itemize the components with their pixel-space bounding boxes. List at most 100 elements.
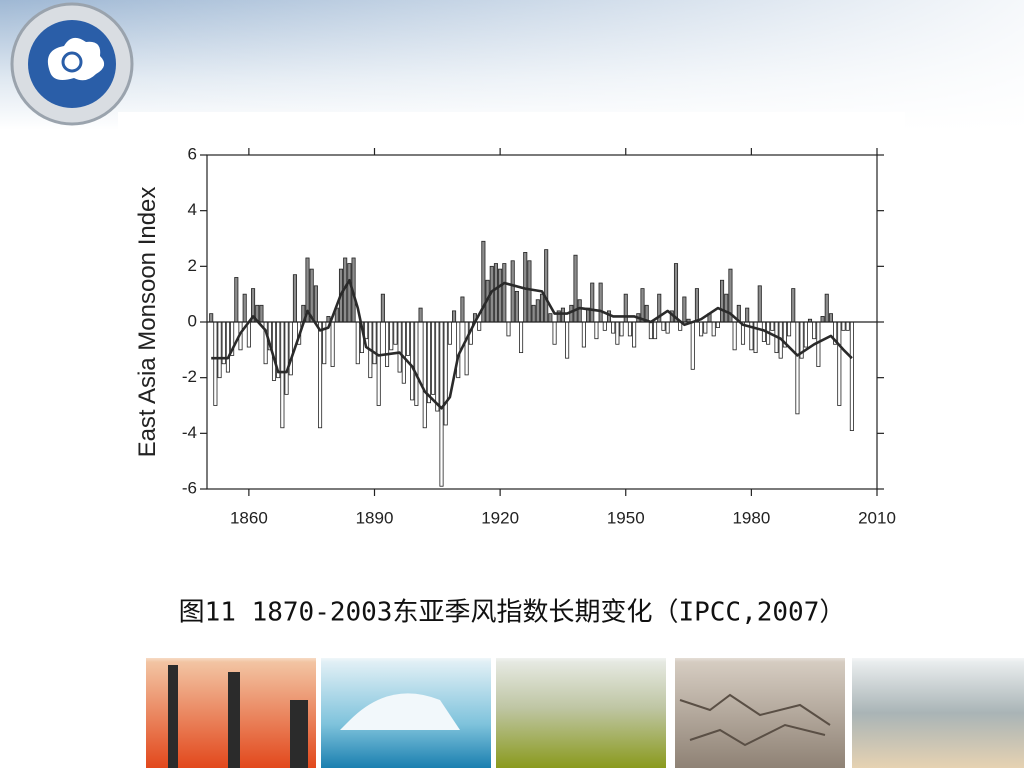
- bar: [460, 296, 465, 323]
- bar: [787, 321, 792, 337]
- bar: [213, 321, 218, 406]
- bar: [619, 321, 624, 337]
- bar: [598, 282, 603, 323]
- bar: [560, 307, 565, 323]
- bar: [539, 293, 545, 323]
- x-tick-label: 1950: [607, 508, 645, 527]
- bar: [246, 321, 251, 348]
- bar: [682, 296, 687, 323]
- bar: [498, 268, 503, 323]
- bar: [389, 321, 394, 351]
- bar: [242, 293, 247, 323]
- bar: [217, 321, 222, 379]
- bar: [531, 304, 536, 323]
- bar: [385, 321, 390, 367]
- bar: [330, 321, 335, 367]
- bar: [715, 321, 720, 328]
- bar: [209, 313, 214, 323]
- bar: [234, 277, 239, 323]
- bar: [640, 288, 645, 323]
- bar: [527, 260, 532, 323]
- bar: [694, 288, 699, 323]
- bar: [347, 263, 352, 323]
- bar: [841, 321, 846, 331]
- x-tick-label: 1890: [356, 508, 394, 527]
- bar: [405, 321, 411, 356]
- bar: [435, 321, 440, 412]
- bar: [439, 321, 444, 487]
- bar: [824, 293, 829, 323]
- bar: [414, 321, 419, 406]
- bar: [845, 321, 850, 331]
- bar: [745, 307, 750, 323]
- bar: [711, 321, 716, 337]
- bar: [372, 321, 377, 365]
- bar: [506, 321, 511, 337]
- bar: [565, 321, 570, 359]
- bar: [770, 321, 775, 331]
- bar: [673, 263, 679, 323]
- bar: [816, 321, 821, 367]
- plot: -6 -4 -2 0 2 4 6 1860 1890 1920 1950 1980 2010: [182, 144, 896, 527]
- bar: [611, 321, 616, 334]
- bar: [456, 321, 461, 379]
- bar: [653, 321, 658, 340]
- x-tick-label: 1860: [230, 508, 268, 527]
- bar: [795, 321, 800, 415]
- bar: [812, 321, 817, 340]
- chart-panel: [118, 112, 905, 542]
- bar: [602, 321, 607, 331]
- bar: [732, 321, 737, 351]
- bar: [548, 313, 553, 323]
- bar: [690, 321, 695, 370]
- bar: [502, 263, 507, 323]
- bar: [581, 321, 586, 348]
- logo: [10, 2, 134, 126]
- bar: [418, 307, 423, 323]
- bar: [510, 260, 515, 323]
- bar: [443, 321, 448, 426]
- bar: [648, 321, 653, 340]
- bar: [661, 321, 666, 331]
- bar: [376, 321, 381, 406]
- smoothed-line: [211, 279, 853, 410]
- bar: [292, 274, 297, 323]
- bar: [393, 321, 398, 345]
- bar: [577, 299, 582, 323]
- bar: [665, 321, 670, 334]
- bar: [431, 321, 436, 395]
- bar: [594, 321, 599, 340]
- bar: [225, 321, 230, 373]
- y-tick-label: 4: [188, 200, 197, 219]
- y-tick-label: 2: [188, 256, 197, 275]
- y-axis-label: East Asia Monsoon Index: [134, 187, 161, 458]
- bar: [724, 293, 729, 323]
- bar: [380, 293, 385, 323]
- photo-strip: [140, 650, 1024, 768]
- y-tick-label: -2: [182, 367, 197, 386]
- caption: 图11 1870-2003东亚季风指数长期变化（IPCC,2007）: [179, 598, 846, 628]
- bar: [452, 310, 457, 323]
- bar: [464, 321, 469, 376]
- sky-fade: [0, 0, 1024, 130]
- bar: [426, 321, 431, 404]
- bar: [544, 249, 549, 323]
- bar: [552, 321, 557, 345]
- bar: [791, 288, 796, 323]
- bar: [397, 321, 402, 373]
- bar: [699, 321, 704, 337]
- y-tick-label: -4: [182, 423, 197, 442]
- bar: [623, 293, 628, 323]
- bar: [313, 285, 318, 323]
- bar: [828, 313, 833, 323]
- bar: [820, 316, 825, 323]
- bar: [410, 321, 415, 401]
- bar: [422, 321, 427, 429]
- bar: [401, 321, 406, 384]
- y-tick-label: 6: [188, 144, 197, 163]
- bar: [259, 304, 264, 323]
- bar: [535, 299, 540, 323]
- y-tick-label: -6: [182, 478, 197, 497]
- bar: [849, 321, 854, 431]
